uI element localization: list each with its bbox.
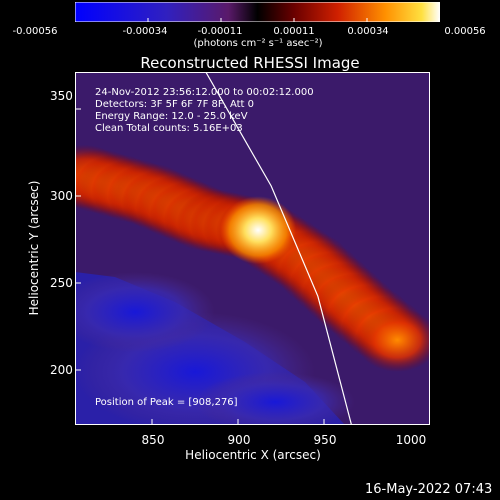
y-tick-label: 300 — [50, 189, 73, 203]
y-tick-label: 250 — [50, 276, 73, 290]
colorbar-tick-label: -0.00011 — [197, 26, 243, 37]
x-tick-label: 850 — [141, 433, 165, 447]
chart-title: Reconstructed RHESSI Image — [140, 54, 360, 72]
solar-limb-curve — [205, 72, 353, 425]
limb-line — [205, 72, 353, 425]
colorbar — [75, 2, 440, 22]
colorbar-units: (photons cm⁻² s⁻¹ asec⁻²) — [193, 38, 323, 49]
footer-timestamp: 16-May-2022 07:43 — [365, 482, 493, 497]
emission-blob — [355, 307, 430, 372]
energy-range-label: Energy Range: 12.0 - 25.0 keV — [95, 111, 248, 122]
clean-counts-label: Clean Total counts: 5.16E+03 — [95, 123, 243, 134]
time-range-label: 24-Nov-2012 23:56:12.000 to 00:02:12.000 — [95, 87, 314, 98]
peak-emission — [220, 196, 297, 265]
colorbar-tick-label: -0.00034 — [122, 26, 168, 37]
x-tick-label: 1000 — [395, 433, 427, 447]
colorbar-tick-label: 0.00034 — [347, 26, 389, 37]
y-axis-label: Heliocentric Y (arcsec) — [27, 180, 41, 316]
heatmap-plot — [75, 72, 430, 425]
detectors-label: Detectors: 3F 5F 6F 7F 8F, Att 0 — [95, 99, 255, 110]
colorbar-tick-label: -0.00056 — [12, 26, 58, 37]
y-tick-label: 200 — [50, 363, 73, 377]
y-tick-label: 350 — [50, 89, 73, 103]
colorbar-tick-label: 0.00056 — [444, 26, 486, 37]
x-axis-label: Heliocentric X (arcsec) — [185, 448, 321, 462]
emission-ridge — [75, 144, 430, 372]
peak-position-label: Position of Peak = [908,276] — [95, 397, 238, 408]
x-tick-label: 950 — [313, 433, 337, 447]
x-tick-label: 900 — [227, 433, 251, 447]
colorbar-tick-label: 0.00011 — [273, 26, 315, 37]
